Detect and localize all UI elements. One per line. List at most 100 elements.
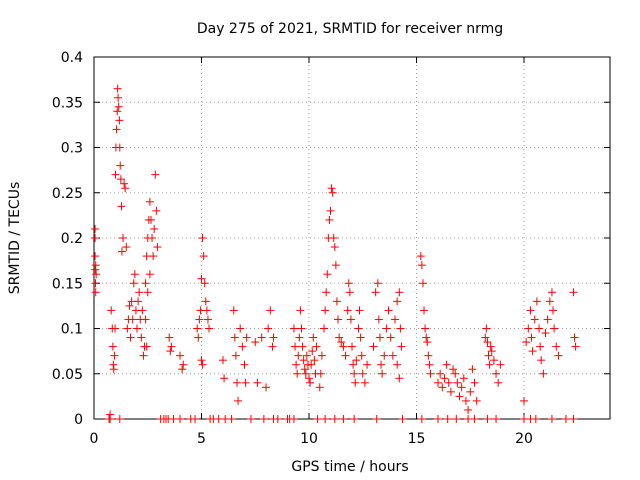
x-tick-label: 0 <box>90 431 99 447</box>
data-point <box>395 288 404 297</box>
data-point <box>434 415 442 423</box>
data-point <box>130 270 139 279</box>
data-point <box>530 315 539 324</box>
axis-ticks: 0 0.05 0.1 0.15 0.2 0.25 0.3 0.35 0.4 0 5 10 15 20 <box>52 50 610 447</box>
data-point <box>522 338 531 347</box>
data-point <box>531 415 540 423</box>
data-point <box>352 356 361 365</box>
data-point <box>481 333 490 342</box>
data-point <box>115 143 124 152</box>
data-point <box>120 179 129 188</box>
data-point <box>191 415 200 423</box>
data-point <box>198 234 207 242</box>
data-point <box>296 306 305 315</box>
data-point <box>320 324 329 333</box>
data-point <box>199 252 208 261</box>
data-point <box>116 175 125 184</box>
data-point <box>339 415 348 423</box>
x-tick-label: 15 <box>408 431 426 447</box>
data-point <box>114 93 123 102</box>
data-point <box>425 360 434 369</box>
data-point <box>123 324 132 333</box>
data-point <box>145 270 154 279</box>
data-point <box>549 306 558 315</box>
data-point <box>220 374 229 383</box>
data-point <box>119 234 128 242</box>
data-point <box>312 342 321 351</box>
data-point <box>393 297 402 306</box>
data-point <box>442 360 451 369</box>
data-point <box>345 288 354 297</box>
data-point <box>527 333 536 342</box>
data-point <box>483 415 492 423</box>
data-point <box>117 247 126 256</box>
data-point <box>238 342 247 351</box>
data-point <box>369 342 378 351</box>
data-point <box>327 184 336 193</box>
data-point <box>203 315 212 324</box>
data-point <box>547 415 556 423</box>
data-point <box>205 324 214 333</box>
data-point <box>167 342 176 351</box>
data-point <box>91 234 100 242</box>
data-point <box>351 378 360 387</box>
data-point <box>91 288 100 297</box>
data-point <box>253 378 262 387</box>
data-point <box>457 383 466 392</box>
data-point <box>569 288 578 297</box>
data-point <box>91 224 100 233</box>
data-point <box>129 279 138 288</box>
data-point <box>375 333 384 342</box>
data-point <box>193 324 202 333</box>
data-point <box>266 306 275 315</box>
data-point <box>125 301 134 310</box>
data-point <box>416 252 425 261</box>
data-point <box>417 415 426 423</box>
data-point <box>455 392 464 401</box>
data-point <box>532 297 541 306</box>
data-point <box>152 206 161 215</box>
data-point <box>461 396 470 405</box>
data-point <box>113 84 122 93</box>
data-point <box>146 215 155 224</box>
data-point <box>116 161 125 170</box>
data-point <box>141 279 150 288</box>
data-point <box>301 369 310 378</box>
data-point <box>198 360 207 369</box>
data-point <box>537 356 546 365</box>
data-point <box>380 351 389 360</box>
data-point <box>470 415 479 423</box>
data-point <box>197 274 206 283</box>
data-point <box>489 356 498 365</box>
y-tick-label: 0.3 <box>61 141 83 157</box>
data-point <box>153 243 162 252</box>
data-point <box>197 356 206 365</box>
data-point <box>388 351 397 360</box>
data-point <box>121 184 130 193</box>
data-point <box>299 356 308 365</box>
data-point <box>115 116 124 125</box>
data-point <box>453 378 462 387</box>
data-point <box>234 396 243 405</box>
data-point <box>122 243 131 252</box>
data-point <box>536 342 545 351</box>
data-point <box>496 360 505 369</box>
data-point <box>291 342 300 351</box>
data-point <box>109 365 118 374</box>
data-point <box>117 202 126 211</box>
data-point <box>378 369 387 378</box>
data-point <box>202 306 211 315</box>
data-point <box>373 279 382 288</box>
data-point <box>539 369 548 378</box>
data-point <box>289 324 298 333</box>
data-point <box>339 342 348 351</box>
data-points <box>91 84 580 423</box>
data-point <box>227 415 236 423</box>
data-point <box>328 188 337 197</box>
data-point <box>337 338 346 347</box>
data-point <box>332 297 341 306</box>
data-point <box>329 234 338 242</box>
data-point <box>418 279 427 288</box>
data-point <box>360 378 369 387</box>
data-point <box>382 324 391 333</box>
